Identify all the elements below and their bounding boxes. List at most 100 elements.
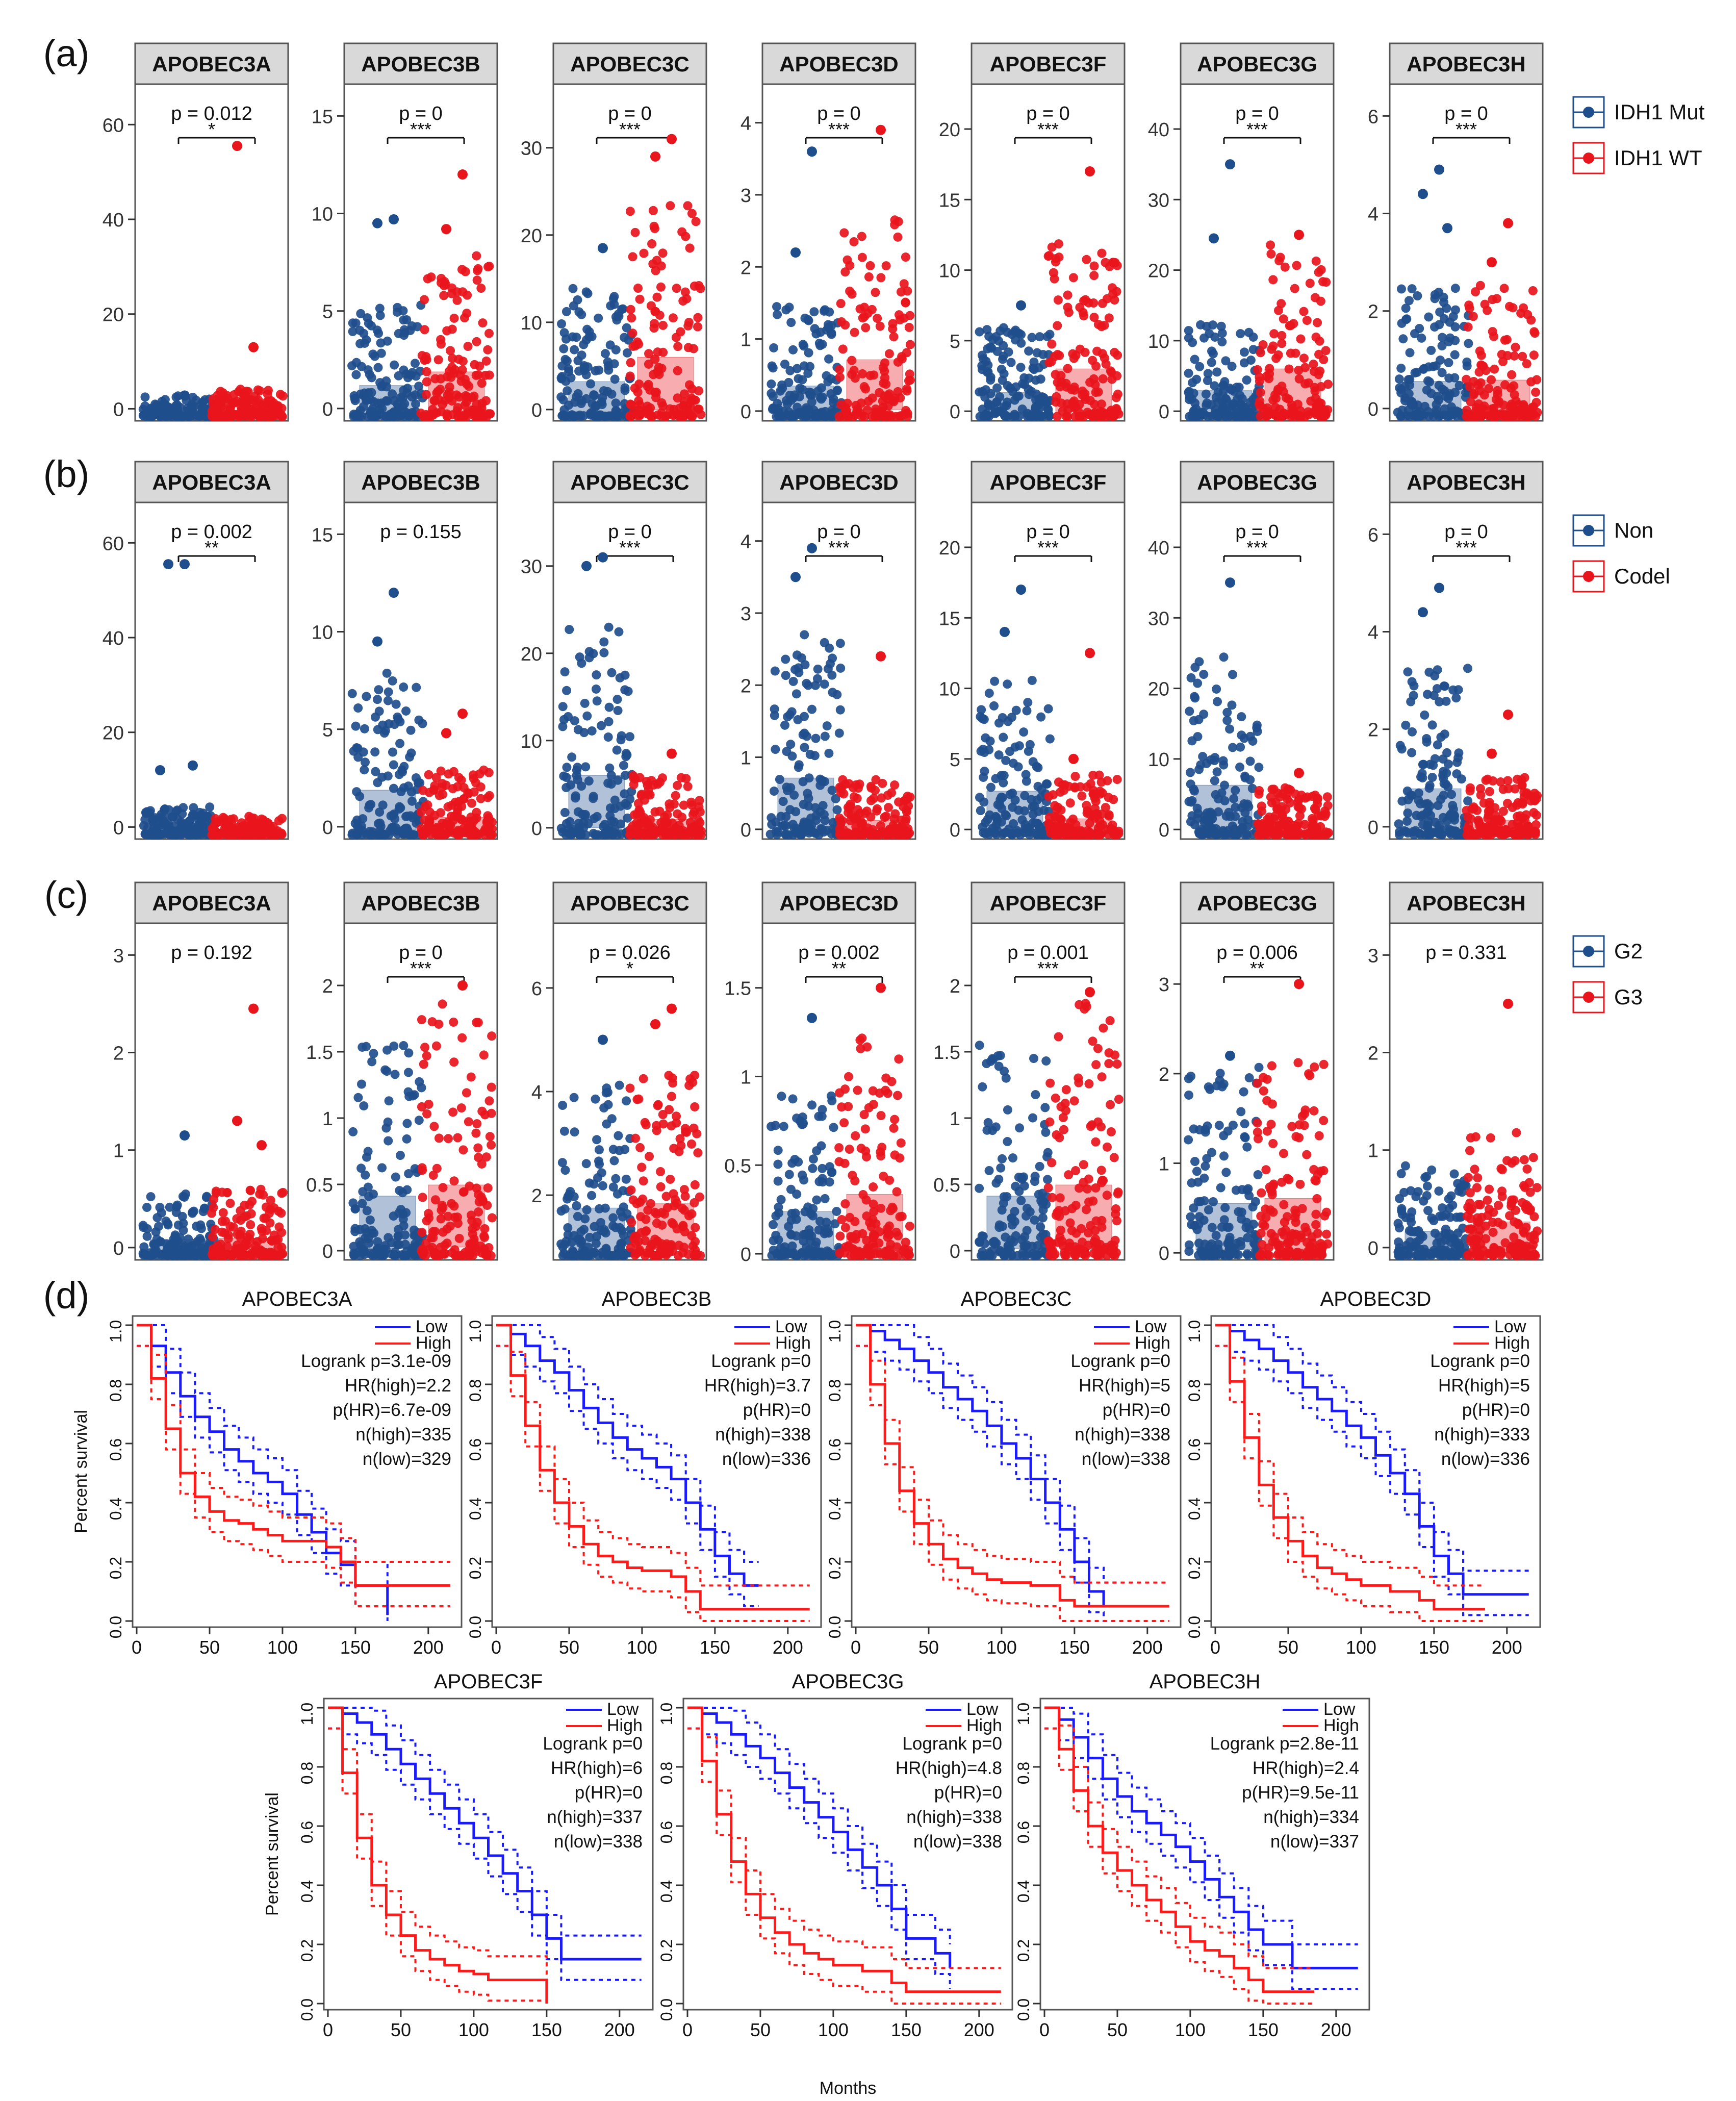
- data-point: [1484, 384, 1494, 393]
- data-point: [1518, 351, 1527, 361]
- data-point: [1211, 392, 1221, 402]
- data-point: [677, 813, 687, 822]
- data-point: [1097, 408, 1107, 418]
- y-tick-label: 6: [1368, 106, 1378, 128]
- legend-label: IDH1 WT: [1614, 146, 1702, 170]
- data-point: [836, 663, 846, 673]
- data-point: [1273, 387, 1283, 396]
- data-point: [1318, 406, 1327, 416]
- data-point: [432, 408, 442, 418]
- data-point: [563, 386, 572, 396]
- data-point: [250, 391, 260, 401]
- data-point: [625, 207, 635, 216]
- data-point: [1441, 779, 1451, 789]
- data-point: [1035, 332, 1044, 342]
- data-point: [880, 358, 890, 368]
- data-point: [604, 717, 614, 726]
- data-point: [628, 821, 637, 831]
- data-point: [1010, 795, 1020, 805]
- data-point: [1106, 407, 1115, 417]
- outlier-point: [457, 708, 468, 719]
- data-point: [453, 812, 463, 822]
- data-point: [1236, 742, 1245, 752]
- data-point: [376, 348, 386, 358]
- data-point: [1531, 820, 1541, 829]
- data-point: [1006, 358, 1016, 367]
- data-point: [1024, 390, 1034, 399]
- data-point: [1206, 755, 1216, 765]
- data-point: [784, 411, 794, 420]
- data-point: [188, 401, 197, 411]
- data-point: [676, 327, 685, 337]
- data-point: [633, 284, 643, 293]
- data-point: [603, 778, 613, 788]
- data-point: [402, 1185, 412, 1195]
- data-point: [778, 797, 788, 806]
- data-point: [1511, 342, 1520, 352]
- data-point: [405, 752, 415, 762]
- data-point: [177, 1211, 187, 1221]
- outlier-point: [650, 151, 660, 162]
- data-point: [896, 287, 906, 297]
- data-point: [350, 396, 360, 406]
- data-point: [993, 407, 1003, 417]
- data-point: [662, 810, 672, 820]
- data-point: [840, 320, 850, 330]
- data-point: [1082, 255, 1091, 264]
- data-point: [1097, 248, 1107, 258]
- data-point: [389, 783, 398, 793]
- data-point: [484, 328, 494, 338]
- data-point: [1485, 787, 1494, 796]
- data-point: [458, 287, 468, 297]
- data-point: [1229, 794, 1239, 803]
- data-point: [1439, 410, 1449, 420]
- data-point: [569, 301, 578, 311]
- data-point: [411, 773, 421, 783]
- data-point: [785, 710, 795, 720]
- data-point: [430, 781, 440, 791]
- data-point: [407, 321, 417, 331]
- data-point: [1190, 692, 1199, 701]
- data-point: [987, 343, 997, 353]
- dots-g1: [975, 300, 1055, 421]
- data-point: [819, 306, 829, 316]
- data-point: [803, 368, 813, 378]
- y-tick-label: 20: [103, 723, 124, 744]
- data-point: [651, 266, 660, 275]
- data-point: [981, 733, 990, 743]
- data-point: [384, 687, 393, 697]
- data-point: [208, 399, 218, 409]
- data-point: [1264, 374, 1274, 384]
- data-point: [1080, 347, 1090, 357]
- data-point: [457, 1033, 467, 1043]
- data-point: [374, 685, 384, 695]
- data-point: [230, 830, 240, 840]
- data-point: [786, 318, 796, 327]
- data-point: [560, 1166, 570, 1175]
- data-point: [798, 730, 808, 740]
- data-point: [479, 1050, 489, 1060]
- data-point: [627, 313, 636, 323]
- data-point: [652, 292, 662, 302]
- data-point: [693, 404, 703, 414]
- data-point: [1432, 684, 1442, 694]
- data-point: [391, 1172, 400, 1182]
- data-point: [642, 819, 652, 829]
- data-point: [351, 318, 361, 328]
- data-point: [896, 393, 905, 402]
- data-point: [1231, 412, 1240, 421]
- data-point: [1290, 284, 1299, 293]
- data-point: [824, 354, 834, 364]
- data-point: [873, 314, 882, 323]
- y-tick-label: 3: [741, 185, 751, 207]
- data-point: [781, 812, 791, 822]
- data-point: [372, 830, 382, 840]
- data-point: [1212, 767, 1222, 777]
- data-point: [899, 313, 909, 323]
- data-point: [606, 411, 616, 421]
- data-point: [635, 773, 645, 782]
- data-point: [216, 397, 226, 407]
- data-point: [1302, 316, 1312, 325]
- data-point: [784, 377, 794, 387]
- facet-title: APOBEC3C: [570, 891, 689, 915]
